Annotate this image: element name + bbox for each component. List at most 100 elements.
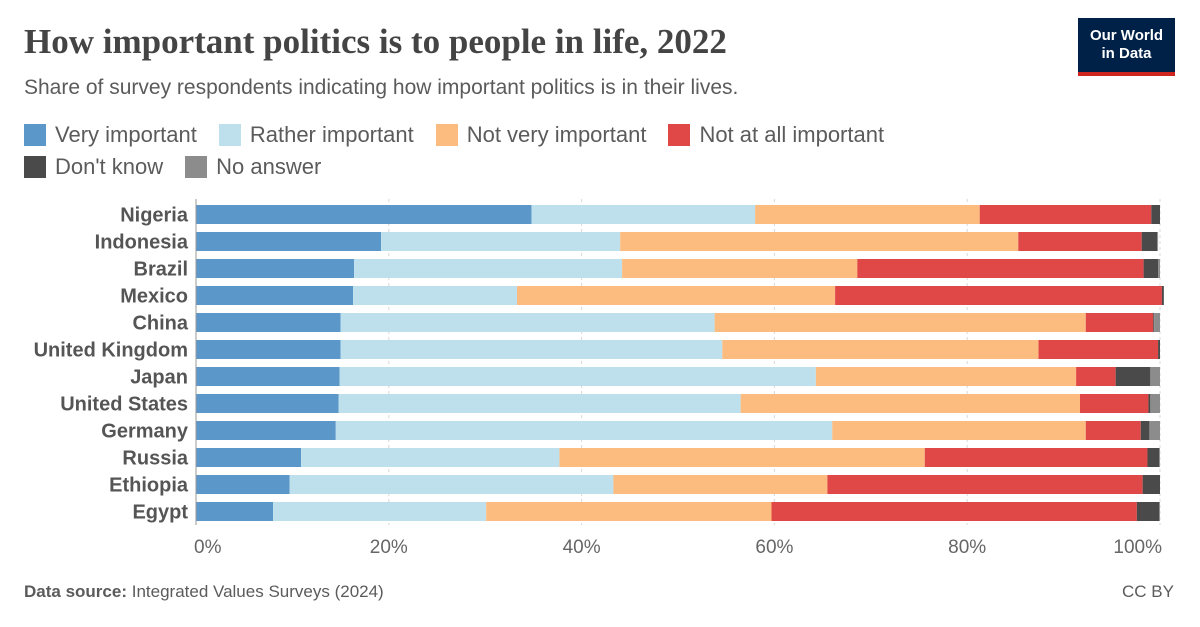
bar-segment[interactable] xyxy=(340,340,723,359)
bar-segment[interactable] xyxy=(924,448,1148,467)
bar-segment[interactable] xyxy=(196,313,341,332)
bar-segment[interactable] xyxy=(1085,421,1141,440)
bar-segment[interactable] xyxy=(196,367,340,386)
bar-segment[interactable] xyxy=(531,205,756,224)
bar-segment[interactable] xyxy=(335,421,833,440)
x-tick-label: 80% xyxy=(948,537,986,558)
bar-segment[interactable] xyxy=(1150,367,1160,386)
bar-segment[interactable] xyxy=(354,259,623,278)
category-label: Germany xyxy=(101,421,189,443)
bar-segment[interactable] xyxy=(622,259,858,278)
bar-segment[interactable] xyxy=(1038,340,1159,359)
bar-segment[interactable] xyxy=(1085,313,1154,332)
bar-segment[interactable] xyxy=(517,286,836,305)
chart-legend: Very important Rather important Not very… xyxy=(24,122,1024,180)
bar-segment[interactable] xyxy=(1147,448,1160,467)
bar-segment[interactable] xyxy=(857,259,1144,278)
legend-item-not-at-all-important[interactable]: Not at all important xyxy=(668,122,884,148)
bar-segment[interactable] xyxy=(832,421,1086,440)
legend-swatch xyxy=(24,124,46,146)
bar-segment[interactable] xyxy=(340,313,715,332)
bar-segment[interactable] xyxy=(620,232,1019,251)
legend-item-not-very-important[interactable]: Not very important xyxy=(435,122,646,148)
bar-segment[interactable] xyxy=(613,475,828,494)
legend-swatch xyxy=(435,124,458,146)
legend-item-no-answer[interactable]: No answer xyxy=(185,154,321,180)
bar-segment[interactable] xyxy=(196,340,341,359)
x-tick-label: 100% xyxy=(1113,537,1162,558)
chart-title: How important politics is to people in l… xyxy=(24,22,727,61)
bar-segment[interactable] xyxy=(196,448,302,467)
bar-segment[interactable] xyxy=(289,475,614,494)
bar-segment[interactable] xyxy=(755,205,980,224)
bar-segment[interactable] xyxy=(196,502,274,521)
bar-segment[interactable] xyxy=(1157,232,1159,251)
bar-segment[interactable] xyxy=(1076,367,1116,386)
bar-segment[interactable] xyxy=(827,475,1143,494)
bar-segment[interactable] xyxy=(1154,313,1160,332)
bar-segment[interactable] xyxy=(740,394,1080,413)
category-label: Egypt xyxy=(132,502,188,524)
bar-segment[interactable] xyxy=(714,313,1086,332)
bar-segment[interactable] xyxy=(196,286,354,305)
bar-segment[interactable] xyxy=(1143,259,1159,278)
bar-segment[interactable] xyxy=(1151,205,1160,224)
bar-segment[interactable] xyxy=(338,394,741,413)
bar-segment[interactable] xyxy=(1161,286,1164,305)
legend-label: Don't know xyxy=(55,154,164,179)
bar-segment[interactable] xyxy=(339,367,816,386)
bar-segment[interactable] xyxy=(815,367,1077,386)
legend-swatch xyxy=(218,124,241,146)
legend-swatch xyxy=(185,156,208,178)
legend-swatch xyxy=(668,124,691,146)
bar-segment[interactable] xyxy=(353,286,518,305)
legend-item-rather-important[interactable]: Rather important xyxy=(218,122,414,148)
bar-segment[interactable] xyxy=(1153,313,1155,332)
bar-segment[interactable] xyxy=(835,286,1162,305)
logo-line-1: Our World xyxy=(1089,27,1164,44)
legend-item-dont-know[interactable]: Don't know xyxy=(24,154,163,180)
data-source: Data source: Integrated Values Surveys (… xyxy=(24,582,384,602)
bar-segment[interactable] xyxy=(196,475,290,494)
bar-segment[interactable] xyxy=(381,232,621,251)
bar-segment[interactable] xyxy=(1079,394,1149,413)
bar-segment[interactable] xyxy=(1150,394,1160,413)
bar-segment[interactable] xyxy=(273,502,487,521)
bar-segment[interactable] xyxy=(1140,421,1150,440)
x-tick-label: 20% xyxy=(370,537,408,558)
legend-label: Not at all important xyxy=(699,122,885,147)
logo-line-2: in Data xyxy=(1101,45,1152,62)
legend-item-very-important[interactable]: Very important xyxy=(24,122,197,148)
bar-segment[interactable] xyxy=(1149,421,1160,440)
bar-segment[interactable] xyxy=(1158,259,1160,278)
bar-segment[interactable] xyxy=(559,448,925,467)
category-label: China xyxy=(132,313,188,335)
bar-segment[interactable] xyxy=(196,232,382,251)
bar-segment[interactable] xyxy=(196,205,532,224)
bar-segment[interactable] xyxy=(301,448,560,467)
bar-segment[interactable] xyxy=(486,502,772,521)
bar-segment[interactable] xyxy=(196,394,339,413)
bar-segment[interactable] xyxy=(1142,475,1160,494)
bar-segment[interactable] xyxy=(1159,448,1160,467)
owid-logo[interactable]: Our World in Data xyxy=(1078,18,1175,76)
license-link[interactable]: CC BY xyxy=(1122,582,1174,601)
data-source-text[interactable]: Integrated Values Surveys (2024) xyxy=(131,582,384,601)
bar-segment[interactable] xyxy=(722,340,1039,359)
bar-segment[interactable] xyxy=(1158,340,1160,359)
legend-swatch xyxy=(24,156,46,178)
bar-segment[interactable] xyxy=(196,259,355,278)
x-tick-label: 60% xyxy=(755,537,793,558)
bar-segment[interactable] xyxy=(979,205,1152,224)
bar-segment[interactable] xyxy=(1018,232,1142,251)
bar-segment[interactable] xyxy=(1148,394,1151,413)
bar-segment[interactable] xyxy=(1136,502,1160,521)
bar-segment[interactable] xyxy=(196,421,336,440)
bar-segment[interactable] xyxy=(1141,232,1158,251)
category-label: Mexico xyxy=(120,286,188,308)
bar-segment[interactable] xyxy=(1115,367,1151,386)
bar-segment[interactable] xyxy=(1159,502,1160,521)
bar-segment[interactable] xyxy=(771,502,1137,521)
category-label: Russia xyxy=(122,448,188,470)
legend-label: Very important xyxy=(55,122,197,147)
